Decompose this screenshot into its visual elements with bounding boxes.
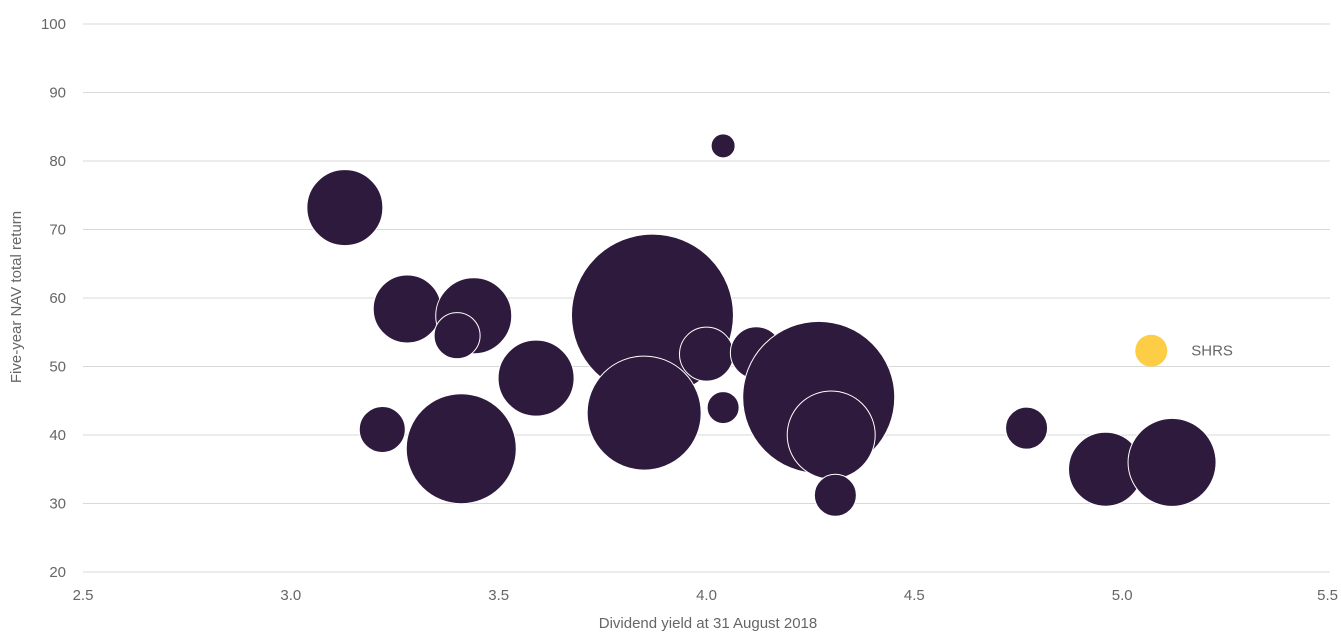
x-tick-label: 2.5 <box>73 587 94 604</box>
y-tick-label: 60 <box>49 290 66 307</box>
bubble <box>433 312 481 360</box>
bubble <box>497 339 575 417</box>
y-tick-label: 70 <box>49 222 66 239</box>
point-labels: SHRS <box>1191 343 1233 360</box>
x-tick-label: 4.5 <box>904 587 925 604</box>
x-axis-title: Dividend yield at 31 August 2018 <box>599 615 818 632</box>
bubble-series <box>306 133 1217 517</box>
y-axis-tick-labels: 20 30 40 50 60 70 80 90 100 <box>41 16 66 581</box>
bubble <box>786 390 876 480</box>
y-tick-label: 50 <box>49 359 66 376</box>
y-tick-label: 20 <box>49 564 66 581</box>
bubble <box>679 326 734 382</box>
bubble <box>586 355 702 471</box>
bubble <box>405 393 517 505</box>
x-tick-label: 4.0 <box>696 587 717 604</box>
y-tick-label: 80 <box>49 153 66 170</box>
x-tick-label: 5.0 <box>1112 587 1133 604</box>
bubble <box>1005 406 1049 450</box>
bubble <box>710 133 736 159</box>
y-axis-title: Five-year NAV total return <box>8 211 25 383</box>
x-tick-label: 5.5 <box>1317 587 1338 604</box>
bubble <box>706 391 740 425</box>
bubble-highlight <box>1135 334 1168 367</box>
bubble <box>1127 417 1217 507</box>
y-tick-label: 90 <box>49 85 66 102</box>
bubble <box>358 406 406 454</box>
bubble <box>372 274 442 344</box>
x-tick-label: 3.0 <box>280 587 301 604</box>
bubble <box>306 169 384 247</box>
y-tick-label: 40 <box>49 427 66 444</box>
y-tick-label: 30 <box>49 496 66 513</box>
bubble <box>813 473 857 517</box>
x-tick-label: 3.5 <box>488 587 509 604</box>
x-axis-tick-labels: 2.5 3.0 3.5 4.0 4.5 5.0 5.5 <box>73 587 1338 604</box>
y-tick-label: 100 <box>41 16 66 33</box>
bubble-label: SHRS <box>1191 343 1233 360</box>
